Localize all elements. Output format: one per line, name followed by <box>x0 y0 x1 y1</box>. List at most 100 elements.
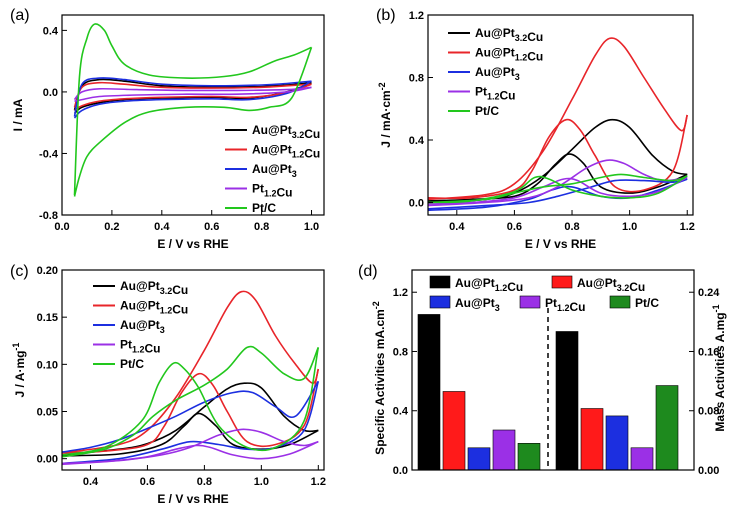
y-axis-label-group: J / A·mg-1 <box>11 343 27 398</box>
plot-frame <box>427 14 694 216</box>
y-tick-label: 0.00 <box>37 454 58 466</box>
legend-label-au-pt3-2cu: Au@Pt3.2Cu <box>577 276 645 294</box>
legend-label-pt-c: Pt/C <box>252 201 276 215</box>
bar-mass-au-pt3 <box>605 415 629 471</box>
series-line-pt1-2cu-backward <box>74 86 312 102</box>
x-tick-label: 0.6 <box>140 476 155 488</box>
y-right-axis-label-group: Mass Activities A.mg-1 <box>711 304 727 431</box>
series-line-au-pt1-2cu-backward <box>74 83 312 112</box>
panel-c: 0.4 0.6 0.8 1.0 1.2 0.00 0.05 0.10 0.15 0.20 E / V… <box>10 263 326 506</box>
y-tick-label: 0.4 <box>409 135 425 147</box>
legend-label-pt-c: Pt/C <box>120 357 144 371</box>
legend-label-pt-c: Pt/C <box>475 104 499 118</box>
series-line-au-pt1-2cu-backward <box>427 114 688 200</box>
series-line-pt-c-backward <box>73 47 313 197</box>
series-line-pt-c-backward <box>427 175 688 204</box>
y-tick-label: 0.20 <box>37 265 58 277</box>
x-tick-label: 0.8 <box>564 221 579 233</box>
series-line-pt1-2cu-backward <box>427 176 688 205</box>
y-tick-label: 0.0 <box>409 198 424 210</box>
bar-specific-au-pt1-2cu <box>417 314 441 471</box>
legend-label-pt1-2cu: Pt1.2Cu <box>475 85 516 103</box>
bar-mass-au-pt3-2cu <box>580 408 604 471</box>
legend-label-au-pt3-2cu: Au@Pt3.2Cu <box>252 123 320 141</box>
y-axis-label-group: I / mA <box>11 98 25 131</box>
panel-d: 0.0 0.4 0.8 1.2 0.00 0.08 0.16 0.24 Specific Act… <box>358 263 727 477</box>
series-line-pt1-2cu-forward <box>73 86 312 101</box>
bar-specific-au-pt3 <box>467 447 491 471</box>
bar-specific-au-pt3-2cu <box>442 391 466 471</box>
y-axis-label-group: Specific Activities mA.cm-2 <box>371 301 387 455</box>
y-tick-label: 0.8 <box>393 346 408 358</box>
panel-label: (c) <box>10 263 29 280</box>
legend-swatch-pt1-2cu <box>519 295 541 309</box>
y-right-tick-label: 0.24 <box>698 287 720 299</box>
legend-label-au-pt3: Au@Pt3 <box>475 65 520 82</box>
series-line-au-pt3-backward <box>73 80 312 119</box>
legend-swatch-au-pt3 <box>429 295 451 309</box>
legend-label-pt1-2cu: Pt1.2Cu <box>252 182 293 200</box>
legend-label-au-pt3-2cu: Au@Pt3.2Cu <box>120 279 188 297</box>
series-line-pt-c-forward <box>73 23 312 196</box>
plot-frame <box>61 269 325 471</box>
legend-swatch-au-pt1-2cu <box>429 275 451 289</box>
legend-label-au-pt3: Au@Pt3 <box>120 318 165 335</box>
y-right-tick-label: 0.16 <box>698 346 719 358</box>
x-tick-label: 0.2 <box>104 221 119 233</box>
y-tick-label: -0.4 <box>39 148 59 160</box>
y-axis-label: Specific Activities mA.cm-2 <box>371 301 387 455</box>
y-tick-label: 0.05 <box>37 407 58 419</box>
series-line-pt1-2cu-backward <box>61 440 319 465</box>
bar-mass-au-pt1-2cu <box>555 331 579 471</box>
legend-label-au-pt3: Au@Pt3 <box>252 162 297 179</box>
y-tick-label: 0.0 <box>43 87 58 99</box>
y-tick-label: 1.2 <box>393 287 408 299</box>
series-line-au-pt3-forward <box>73 77 312 117</box>
x-tick-label: 1.0 <box>622 221 637 233</box>
y-axis-label: J / mA·cm-2 <box>377 82 393 147</box>
panel-label: (d) <box>358 263 378 280</box>
x-tick-label: 0.0 <box>54 221 69 233</box>
bar-mass-pt-c <box>655 385 679 471</box>
bar-specific-pt1-2cu <box>492 429 516 471</box>
legend-label-au-pt1-2cu: Au@Pt1.2Cu <box>475 46 543 64</box>
x-tick-label: 1.2 <box>311 476 326 488</box>
y-axis-label-group: J / mA·cm-2 <box>377 82 393 147</box>
y-tick-label: 0.4 <box>393 406 409 418</box>
y-axis-label: J / A·mg-1 <box>11 343 27 398</box>
y-tick-label: 1.2 <box>409 10 424 22</box>
plot-frame <box>411 269 695 471</box>
x-tick-label: 1.2 <box>680 221 695 233</box>
x-tick-label: 1.0 <box>254 476 269 488</box>
y-tick-label: 0.4 <box>43 25 59 37</box>
y-right-tick-label: 0.08 <box>698 406 719 418</box>
legend-swatch-pt-c <box>609 295 631 309</box>
bar-specific-pt-c <box>517 443 541 471</box>
x-tick-label: 0.8 <box>254 221 269 233</box>
series-line-au-pt3-backward <box>61 381 320 465</box>
legend-label-pt-c: Pt/C <box>635 296 659 310</box>
x-tick-label: 0.4 <box>83 476 99 488</box>
legend-label-au-pt1-2cu: Au@Pt1.2Cu <box>455 276 523 294</box>
panel-label: (b) <box>376 7 396 24</box>
x-tick-label: 0.4 <box>449 221 465 233</box>
series-line-au-pt3-2cu-forward <box>61 382 319 456</box>
x-axis-label: E / V vs RHE <box>157 492 228 506</box>
y-tick-label: 0.10 <box>37 359 58 371</box>
legend-label-au-pt1-2cu: Au@Pt1.2Cu <box>252 143 320 161</box>
legend-label-au-pt3: Au@Pt3 <box>455 296 500 313</box>
series-line-au-pt3-backward <box>427 178 688 212</box>
series-line-au-pt3-forward <box>61 380 319 453</box>
y-right-axis-label: Mass Activities A.mg-1 <box>711 304 727 431</box>
x-axis-label: E / V vs RHE <box>525 237 596 251</box>
y-right-tick-label: 0.00 <box>698 465 719 477</box>
x-tick-label: 0.4 <box>154 221 170 233</box>
x-tick-label: 0.8 <box>197 476 212 488</box>
y-tick-label: 0.0 <box>393 465 408 477</box>
x-tick-label: 0.6 <box>204 221 219 233</box>
legend-label-pt1-2cu: Pt1.2Cu <box>120 338 161 356</box>
series-line-au-pt1-2cu-forward <box>61 290 320 454</box>
bar-mass-pt1-2cu <box>630 447 654 471</box>
panel-b: 0.4 0.6 0.8 1.0 1.2 0.0 0.4 0.8 1.2 E / V vs RHE J… <box>376 7 695 251</box>
